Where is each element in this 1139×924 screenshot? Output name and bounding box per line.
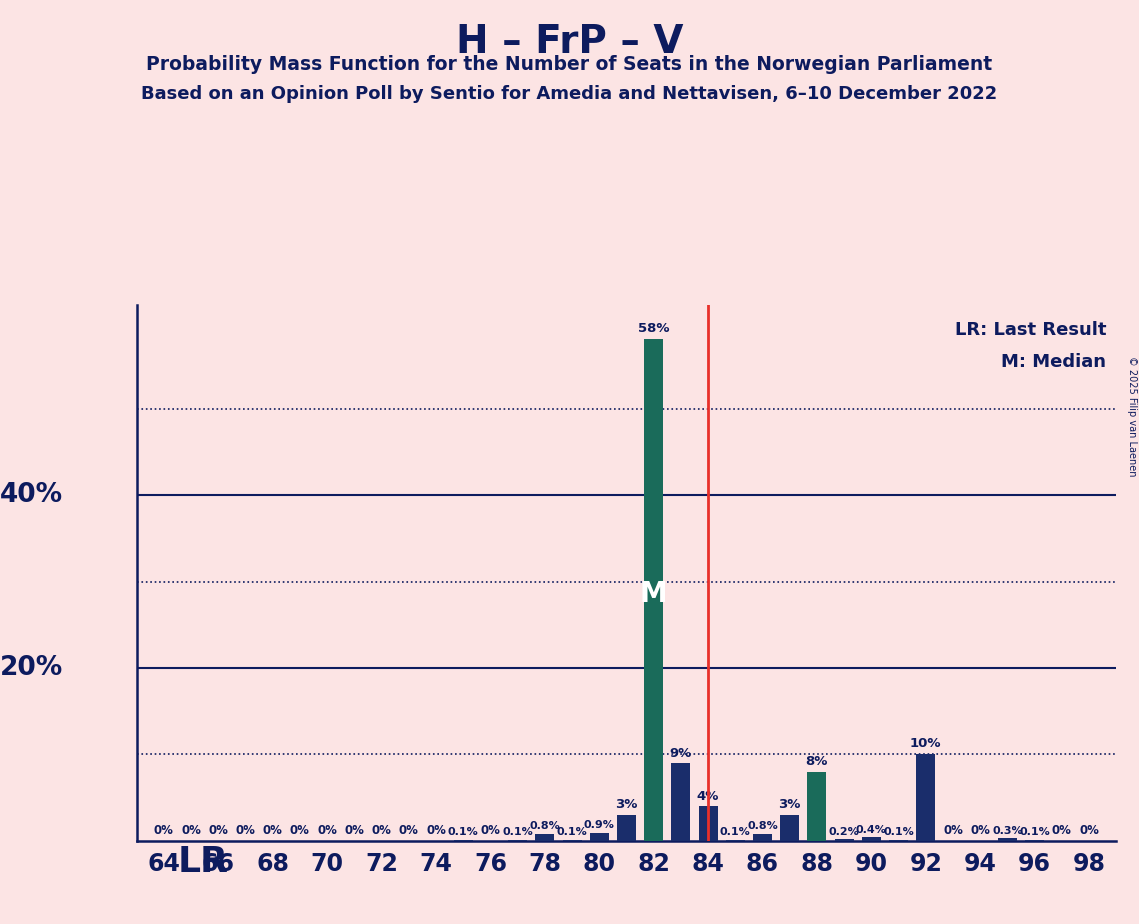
Text: 0%: 0% [236, 824, 255, 837]
Text: LR: Last Result: LR: Last Result [954, 321, 1106, 339]
Text: 0%: 0% [263, 824, 282, 837]
Text: 0%: 0% [208, 824, 228, 837]
Bar [780, 815, 800, 841]
Text: 0%: 0% [943, 824, 962, 837]
Text: 4%: 4% [697, 790, 719, 803]
Bar [998, 838, 1017, 841]
Text: 9%: 9% [670, 747, 693, 760]
Text: 3%: 3% [615, 798, 638, 811]
Text: 0%: 0% [970, 824, 990, 837]
Text: 0%: 0% [290, 824, 310, 837]
Text: H – FrP – V: H – FrP – V [456, 23, 683, 61]
Bar [862, 837, 880, 841]
Bar [590, 833, 608, 841]
Bar [808, 772, 827, 841]
Bar [916, 754, 935, 841]
Text: 3%: 3% [779, 798, 801, 811]
Bar [698, 807, 718, 841]
Bar [617, 815, 636, 841]
Text: 0%: 0% [481, 824, 500, 837]
Text: Probability Mass Function for the Number of Seats in the Norwegian Parliament: Probability Mass Function for the Number… [147, 55, 992, 75]
Text: 20%: 20% [0, 655, 64, 681]
Text: 0.4%: 0.4% [855, 825, 887, 834]
Text: 8%: 8% [805, 755, 828, 768]
Text: 0.3%: 0.3% [992, 826, 1023, 835]
Text: LR: LR [178, 845, 228, 879]
Text: Based on an Opinion Poll by Sentio for Amedia and Nettavisen, 6–10 December 2022: Based on an Opinion Poll by Sentio for A… [141, 85, 998, 103]
Text: 0%: 0% [154, 824, 174, 837]
Text: 0.1%: 0.1% [557, 827, 588, 837]
Text: 0%: 0% [399, 824, 419, 837]
Text: 0%: 0% [344, 824, 364, 837]
Bar [535, 834, 555, 841]
Text: © 2025 Filip van Laenen: © 2025 Filip van Laenen [1126, 356, 1137, 476]
Text: 0%: 0% [426, 824, 446, 837]
Text: 0.1%: 0.1% [448, 827, 478, 837]
Text: 0.9%: 0.9% [584, 821, 615, 831]
Text: M: M [640, 580, 667, 609]
Text: 0.8%: 0.8% [530, 821, 560, 832]
Text: 40%: 40% [0, 482, 64, 508]
Text: 0.1%: 0.1% [1019, 827, 1050, 837]
Bar [671, 763, 690, 841]
Text: 0%: 0% [1051, 824, 1072, 837]
Text: 10%: 10% [910, 737, 942, 750]
Text: 0.2%: 0.2% [829, 827, 860, 836]
Text: 0%: 0% [317, 824, 337, 837]
Text: 0.1%: 0.1% [720, 827, 751, 837]
Bar [753, 834, 772, 841]
Text: 0.8%: 0.8% [747, 821, 778, 832]
Text: 0.1%: 0.1% [502, 827, 533, 837]
Text: 0.1%: 0.1% [883, 827, 913, 837]
Text: 58%: 58% [638, 322, 670, 335]
Text: M: Median: M: Median [1001, 353, 1106, 371]
Bar [645, 339, 663, 841]
Text: 0%: 0% [1079, 824, 1099, 837]
Text: 0%: 0% [371, 824, 392, 837]
Bar [835, 839, 853, 841]
Text: 0%: 0% [181, 824, 202, 837]
